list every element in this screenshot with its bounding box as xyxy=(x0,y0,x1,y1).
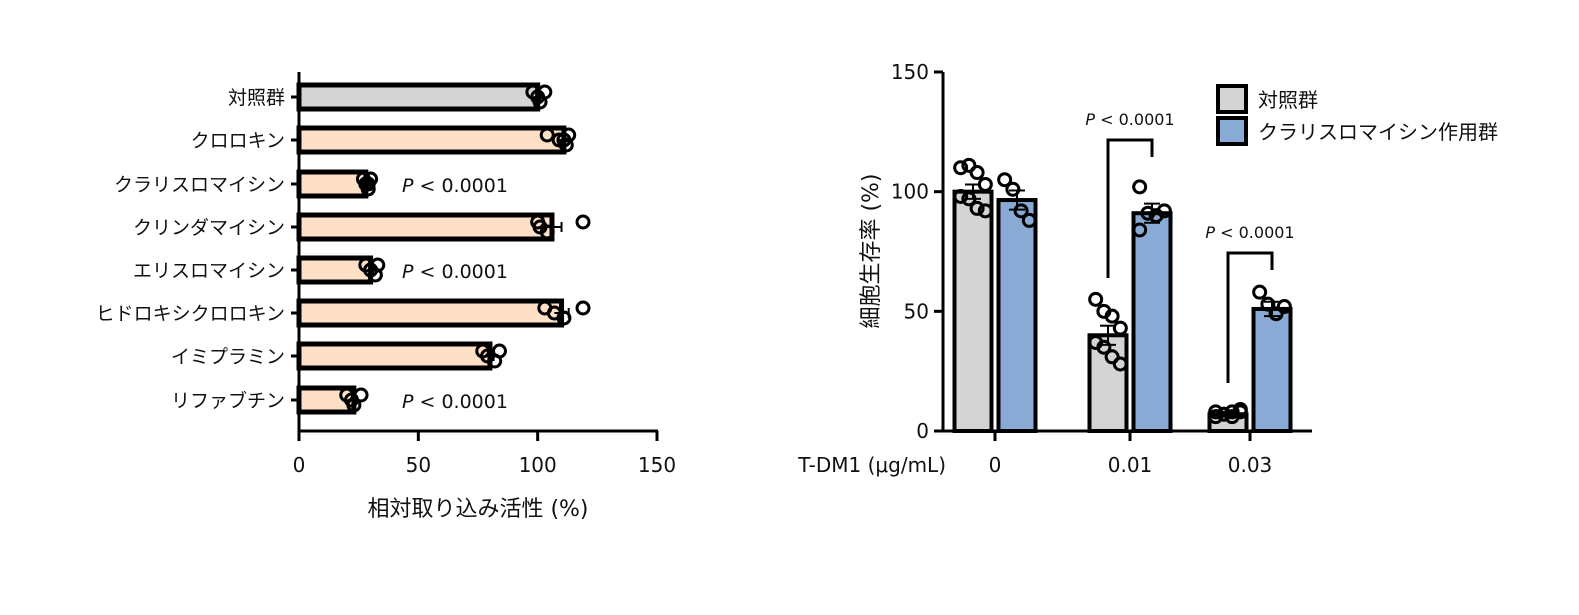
category-label: イミプラミン xyxy=(171,346,285,368)
data-point xyxy=(1140,205,1156,221)
p-value: < 0.0001 xyxy=(413,391,507,413)
x-tick-label: 50 xyxy=(406,453,431,477)
x-tick-label: 0 xyxy=(989,453,1002,477)
data-point xyxy=(977,176,993,192)
significance-bracket xyxy=(1106,138,1154,278)
category-label: クロロキン xyxy=(191,130,285,152)
data-point xyxy=(346,397,362,413)
y-tick-label: 100 xyxy=(891,180,929,204)
data-point xyxy=(353,387,369,403)
data-point xyxy=(961,157,977,173)
bar-3 xyxy=(296,212,555,242)
data-point xyxy=(1156,203,1172,219)
bar-0-0 xyxy=(952,189,994,433)
legend-label: クラリスロマイシン作用群 xyxy=(1258,120,1498,144)
x-tick-label: 0.01 xyxy=(1108,453,1153,477)
bar-1-1 xyxy=(1131,211,1173,433)
p-italic: P xyxy=(1205,223,1215,242)
legend-label: 対照群 xyxy=(1258,88,1318,112)
bar-1-0 xyxy=(996,198,1038,433)
data-point xyxy=(1208,404,1224,420)
data-point xyxy=(953,188,969,204)
data-point xyxy=(1260,296,1276,312)
data-point xyxy=(1021,212,1037,228)
bar-2 xyxy=(296,169,369,199)
data-point xyxy=(491,343,507,359)
data-point xyxy=(539,127,555,143)
p-value: < 0.0001 xyxy=(1215,223,1295,242)
category-label: 対照群 xyxy=(228,87,285,109)
data-point xyxy=(556,310,572,326)
data-point xyxy=(1252,284,1268,300)
legend-swatch xyxy=(1216,84,1248,114)
x-axis-title: 相対取り込み活性 (%) xyxy=(367,497,588,522)
data-point xyxy=(1132,222,1148,238)
p-value-annotation: P < 0.0001 xyxy=(1205,223,1294,242)
data-point xyxy=(575,214,591,230)
data-point xyxy=(1096,339,1112,355)
p-value: < 0.0001 xyxy=(1095,110,1175,129)
data-point xyxy=(1005,181,1021,197)
data-point xyxy=(370,257,386,273)
data-point xyxy=(1112,320,1128,336)
data-point xyxy=(1013,203,1029,219)
category-label: ヒドロキシクロロキン xyxy=(96,303,285,325)
data-point xyxy=(1088,291,1104,307)
p-value-annotation: P < 0.0001 xyxy=(402,261,508,283)
bar-1 xyxy=(296,125,567,155)
bar-6 xyxy=(296,341,493,371)
data-point xyxy=(360,176,376,192)
x-axis-title: T-DM1 (μg/mL) xyxy=(797,453,946,477)
data-point xyxy=(969,200,985,216)
legend-swatch xyxy=(1216,116,1248,146)
p-italic: P xyxy=(1085,110,1095,129)
y-axis-title: 細胞生存率 (%) xyxy=(859,173,884,328)
p-value: < 0.0001 xyxy=(413,175,507,197)
data-point xyxy=(997,172,1013,188)
data-point xyxy=(961,191,977,207)
data-point xyxy=(575,300,591,316)
data-point xyxy=(1268,306,1284,322)
data-point xyxy=(556,132,572,148)
data-point xyxy=(539,224,555,240)
p-value: < 0.0001 xyxy=(413,261,507,283)
category-label: クラリスロマイシン xyxy=(114,174,285,196)
data-point xyxy=(969,165,985,181)
p-italic: P xyxy=(402,391,414,413)
data-point xyxy=(1216,406,1232,422)
bar-5 xyxy=(296,298,565,328)
data-point xyxy=(537,84,553,100)
p-italic: P xyxy=(402,261,414,283)
data-point xyxy=(1232,404,1248,420)
bar-1-2 xyxy=(1251,306,1293,433)
p-italic: P xyxy=(402,175,414,197)
y-tick-label: 50 xyxy=(904,299,929,323)
x-tick-label: 100 xyxy=(519,453,557,477)
data-point xyxy=(1104,349,1120,365)
x-tick-label: 0 xyxy=(293,453,306,477)
p-value-annotation: P < 0.0001 xyxy=(1085,110,1174,129)
data-point xyxy=(1104,308,1120,324)
category-label: リファブチン xyxy=(171,389,285,412)
data-point xyxy=(953,160,969,176)
p-value-annotation: P < 0.0001 xyxy=(402,391,508,413)
data-point xyxy=(977,203,993,219)
category-label: クリンダマイシン xyxy=(133,217,285,239)
significance-bracket xyxy=(1226,251,1274,383)
p-value-annotation: P < 0.0001 xyxy=(402,175,508,197)
data-point xyxy=(1132,179,1148,195)
x-tick-label: 150 xyxy=(638,453,676,477)
y-tick-label: 150 xyxy=(891,60,929,84)
data-point xyxy=(1224,404,1240,420)
data-point xyxy=(1112,356,1128,372)
x-tick-label: 0.03 xyxy=(1228,453,1273,477)
category-label: エリスロマイシン xyxy=(133,260,285,282)
y-tick-label: 0 xyxy=(916,419,929,443)
bar-0 xyxy=(296,82,541,112)
data-point xyxy=(1276,299,1292,315)
data-point xyxy=(1208,409,1224,425)
